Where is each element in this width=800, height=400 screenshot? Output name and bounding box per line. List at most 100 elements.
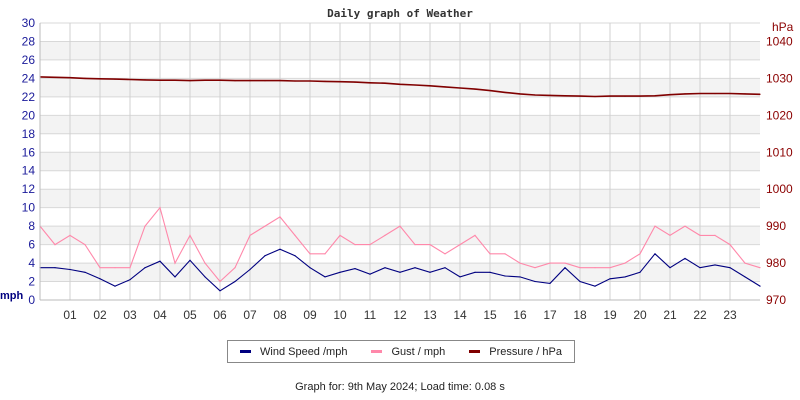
data-point bbox=[489, 89, 491, 92]
data-point bbox=[249, 234, 251, 236]
data-point bbox=[504, 253, 506, 255]
left-tick-label: 0 bbox=[28, 293, 35, 307]
data-point bbox=[549, 282, 551, 284]
data-point bbox=[729, 244, 731, 246]
data-point bbox=[354, 244, 356, 246]
data-point bbox=[534, 267, 536, 269]
data-point bbox=[414, 84, 416, 86]
x-tick-label: 01 bbox=[63, 308, 77, 322]
data-point bbox=[204, 262, 206, 264]
x-tick-label: 18 bbox=[573, 308, 587, 322]
data-point bbox=[759, 93, 761, 95]
x-tick-label: 09 bbox=[303, 308, 317, 322]
data-point bbox=[279, 216, 281, 218]
data-point bbox=[234, 80, 236, 82]
data-point bbox=[84, 77, 86, 79]
legend-wind-speed: Wind Speed /mph bbox=[240, 346, 347, 358]
x-tick-label: 13 bbox=[423, 308, 437, 322]
data-point bbox=[399, 83, 401, 85]
data-point bbox=[354, 81, 356, 83]
data-point bbox=[729, 267, 731, 269]
data-point bbox=[69, 77, 71, 79]
data-point bbox=[84, 271, 86, 273]
legend-gust: Gust / mph bbox=[371, 346, 445, 358]
data-point bbox=[594, 267, 596, 269]
legend-pressure: Pressure / hPa bbox=[469, 346, 562, 358]
data-point bbox=[714, 92, 716, 95]
data-point bbox=[189, 234, 191, 236]
x-tick-label: 21 bbox=[663, 308, 677, 322]
data-point bbox=[114, 78, 116, 80]
data-point bbox=[384, 267, 386, 269]
data-point bbox=[264, 255, 266, 257]
data-point bbox=[564, 95, 566, 97]
data-point bbox=[294, 255, 296, 257]
data-point bbox=[369, 273, 371, 275]
right-axis-label: hPa bbox=[772, 20, 794, 34]
data-point bbox=[144, 267, 146, 269]
right-tick-label: 970 bbox=[766, 293, 786, 307]
data-point bbox=[534, 280, 536, 283]
data-point bbox=[534, 94, 536, 96]
data-point bbox=[579, 280, 581, 283]
data-point bbox=[309, 80, 311, 82]
data-point bbox=[654, 225, 656, 227]
legend: Wind Speed /mph Gust / mph Pressure / hP… bbox=[227, 340, 575, 363]
x-tick-label: 07 bbox=[243, 308, 257, 322]
data-point bbox=[219, 280, 221, 283]
data-point bbox=[399, 271, 401, 273]
data-point bbox=[369, 82, 371, 84]
x-tick-label: 08 bbox=[273, 308, 287, 322]
data-point bbox=[294, 80, 296, 82]
data-point bbox=[414, 244, 416, 246]
wind-speed-swatch bbox=[240, 350, 251, 353]
data-point bbox=[234, 267, 236, 269]
data-point bbox=[144, 225, 146, 227]
data-point bbox=[714, 264, 716, 266]
pressure-swatch bbox=[469, 350, 481, 353]
data-point bbox=[669, 94, 671, 96]
data-point bbox=[519, 93, 521, 95]
right-tick-label: 980 bbox=[766, 256, 786, 270]
left-tick-label: 4 bbox=[28, 256, 35, 270]
left-tick-label: 28 bbox=[22, 34, 36, 48]
data-point bbox=[429, 244, 431, 246]
data-point bbox=[474, 271, 476, 273]
x-tick-label: 17 bbox=[543, 308, 557, 322]
data-point bbox=[144, 79, 146, 81]
data-point bbox=[174, 276, 176, 278]
left-tick-label: 16 bbox=[22, 145, 36, 159]
weather-chart: Daily graph of Weather 02468101214161820… bbox=[0, 7, 794, 322]
data-point bbox=[159, 207, 161, 209]
data-point bbox=[324, 80, 326, 82]
data-point bbox=[699, 267, 701, 269]
x-tick-label: 05 bbox=[183, 308, 197, 322]
data-point bbox=[69, 234, 71, 236]
data-point bbox=[639, 253, 641, 255]
data-point bbox=[204, 276, 206, 278]
data-point bbox=[759, 267, 761, 269]
data-point bbox=[519, 262, 521, 264]
data-point bbox=[579, 267, 581, 269]
x-tick-label: 15 bbox=[483, 308, 497, 322]
data-point bbox=[339, 234, 341, 236]
left-tick-label: 8 bbox=[28, 219, 35, 233]
data-point bbox=[219, 290, 221, 292]
data-point bbox=[684, 93, 686, 95]
data-point bbox=[474, 88, 476, 90]
data-point bbox=[609, 95, 611, 97]
data-point bbox=[84, 244, 86, 246]
data-point bbox=[654, 95, 656, 97]
data-point bbox=[504, 91, 506, 94]
x-tick-label: 20 bbox=[633, 308, 647, 322]
data-point bbox=[684, 225, 686, 227]
data-point bbox=[744, 262, 746, 264]
data-point bbox=[444, 253, 446, 255]
data-point bbox=[99, 278, 101, 280]
left-tick-label: 22 bbox=[22, 90, 36, 104]
footer-status: Graph for: 9th May 2024; Load time: 0.08… bbox=[295, 381, 505, 393]
data-point bbox=[744, 276, 746, 278]
data-point bbox=[759, 285, 761, 287]
right-tick-label: 1000 bbox=[766, 182, 793, 196]
data-point bbox=[414, 267, 416, 269]
